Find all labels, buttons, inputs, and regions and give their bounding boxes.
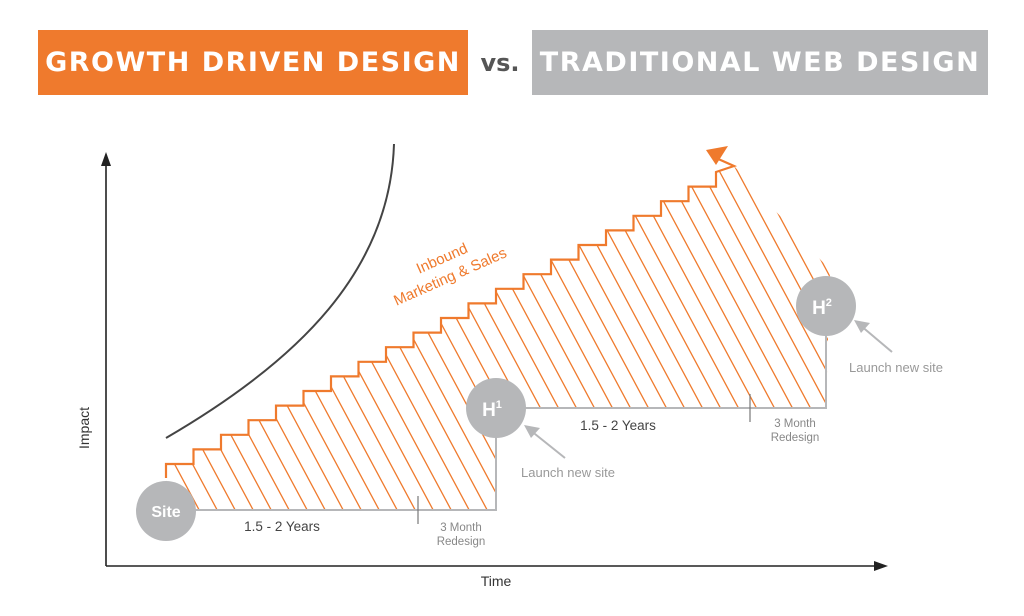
hatch-line: [185, 166, 407, 510]
h1-node-sup: 1: [496, 399, 502, 411]
hatch-line: [203, 166, 425, 510]
hatch-line: [401, 166, 623, 510]
hatch-line: [167, 166, 389, 510]
redesign-label-2-line2: Redesign: [771, 432, 820, 444]
x-axis: [106, 561, 888, 571]
growth-driven-design-banner: GROWTH DRIVEN DESIGN: [38, 30, 468, 95]
hatch-line: [815, 166, 830, 510]
redesign-label-1-line2: Redesign: [437, 536, 486, 548]
inbound-label: Inbound Marketing & Sales: [391, 240, 509, 310]
hatch-line: [797, 166, 830, 510]
launch-label-2: Launch new site: [849, 360, 943, 375]
hatch-line: [347, 166, 569, 510]
hatch-line: [581, 166, 803, 510]
hatch-line: [1014, 150, 1024, 560]
h1-node: H1: [466, 378, 526, 438]
launch-callout-2: Launch new site: [849, 320, 943, 375]
hatch-line: [455, 166, 677, 510]
hatch-line: [166, 166, 263, 510]
y-axis-label: Impact: [76, 407, 92, 449]
hatch-line: [563, 166, 785, 510]
hatch-line: [942, 150, 1024, 560]
hatch-line: [924, 150, 1024, 560]
hatch-line: [329, 166, 551, 510]
hatch-line: [365, 166, 587, 510]
hatch-line: [870, 150, 1024, 560]
hatch-line: [671, 166, 830, 510]
hatch-line: [491, 166, 713, 510]
hatch-line: [166, 166, 227, 510]
site-node-label: Site: [151, 504, 180, 521]
hatch-line: [311, 166, 533, 510]
hatch-line: [779, 166, 830, 510]
site-node: Site: [136, 481, 196, 541]
h2-node-sup: 2: [826, 297, 832, 309]
hatch-line: [743, 166, 830, 510]
staircase-arrowhead: [706, 146, 728, 165]
y-axis: [101, 152, 111, 566]
hatch-line: [834, 150, 1024, 560]
hatch-line: [689, 166, 830, 510]
launch-callout-1: Launch new site: [521, 425, 615, 480]
hatch-line: [761, 166, 830, 510]
hatch-line: [960, 150, 1024, 560]
redesign-label-1-line1: 3 Month: [440, 522, 482, 534]
redesign-label-2-line1: 3 Month: [774, 418, 816, 430]
hatch-line: [599, 166, 821, 510]
h2-node-label: H: [812, 298, 826, 319]
h2-node: H2: [796, 276, 856, 336]
hatch-line: [996, 150, 1024, 560]
years-label-1: 1.5 - 2 Years: [244, 519, 320, 534]
hatch-line: [545, 166, 767, 510]
growth-staircase: [164, 156, 738, 478]
hatch-line: [257, 166, 479, 510]
h1-node-label: H: [482, 400, 496, 421]
hatch-line: [509, 166, 731, 510]
launch-label-1: Launch new site: [521, 465, 615, 480]
vs-label: vs.: [480, 48, 520, 77]
hatch-line: [527, 166, 749, 510]
hatch-line: [653, 166, 830, 510]
hatch-line: [888, 150, 1024, 560]
hatch-line: [725, 166, 830, 510]
hatch-line: [978, 150, 1024, 560]
hatch-line: [166, 166, 245, 510]
hatch-line: [419, 166, 641, 510]
hatch-line: [707, 166, 830, 510]
hatch-line: [617, 166, 830, 510]
hatch-line: [906, 150, 1024, 560]
growth-curve: [165, 143, 395, 439]
hatch-line: [239, 166, 461, 510]
hatch-line: [221, 166, 443, 510]
traditional-web-design-banner: TRADITIONAL WEB DESIGN: [532, 30, 988, 95]
years-label-2: 1.5 - 2 Years: [580, 418, 656, 433]
x-axis-label: Time: [481, 573, 512, 589]
hatch-line: [852, 150, 1024, 560]
hatch-line: [437, 166, 659, 510]
hatch-line: [635, 166, 830, 510]
svg-text:H2: H2: [812, 297, 832, 319]
hatch-line: [383, 166, 605, 510]
svg-text:H1: H1: [482, 399, 502, 421]
hatch-line: [293, 166, 515, 510]
